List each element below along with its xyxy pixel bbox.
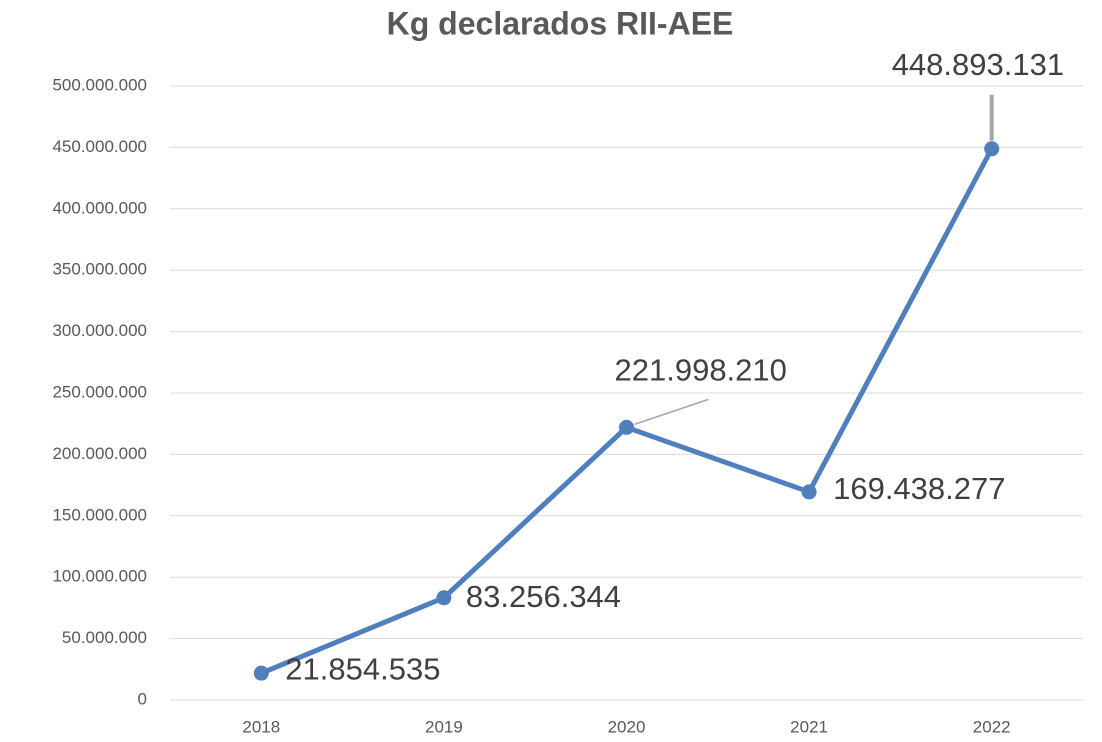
x-tick-label: 2022 <box>973 717 1011 736</box>
x-tick-label: 2018 <box>242 717 280 736</box>
y-tick-label: 400.000.000 <box>52 198 147 217</box>
marker <box>253 665 269 681</box>
x-tick-label: 2021 <box>790 717 828 736</box>
data-label: 221.998.210 <box>615 353 787 388</box>
chart-title: Kg declarados RII-AEE <box>387 5 734 41</box>
marker <box>436 590 452 606</box>
y-tick-label: 150.000.000 <box>52 505 147 524</box>
leader-line <box>634 398 709 426</box>
y-tick-label: 300.000.000 <box>52 321 147 340</box>
marker <box>984 141 1000 157</box>
x-tick-label: 2019 <box>425 717 463 736</box>
y-tick-label: 100.000.000 <box>52 567 147 586</box>
marker <box>801 484 817 500</box>
data-label: 83.256.344 <box>466 579 621 614</box>
marker <box>619 419 634 435</box>
data-label: 448.893.131 <box>892 47 1064 82</box>
y-tick-label: 200.000.000 <box>52 444 147 463</box>
y-tick-label: 450.000.000 <box>52 137 147 156</box>
y-tick-label: 500.000.000 <box>52 75 147 94</box>
data-label: 169.438.277 <box>833 471 1005 506</box>
line <box>260 147 994 676</box>
x-tick-label: 2020 <box>608 717 646 736</box>
y-tick-label: 50.000.000 <box>62 628 147 647</box>
y-tick-label: 0 <box>138 689 147 708</box>
y-tick-label: 350.000.000 <box>52 260 147 279</box>
data-label: 21.854.535 <box>285 651 440 686</box>
y-tick-label: 250.000.000 <box>52 382 147 401</box>
